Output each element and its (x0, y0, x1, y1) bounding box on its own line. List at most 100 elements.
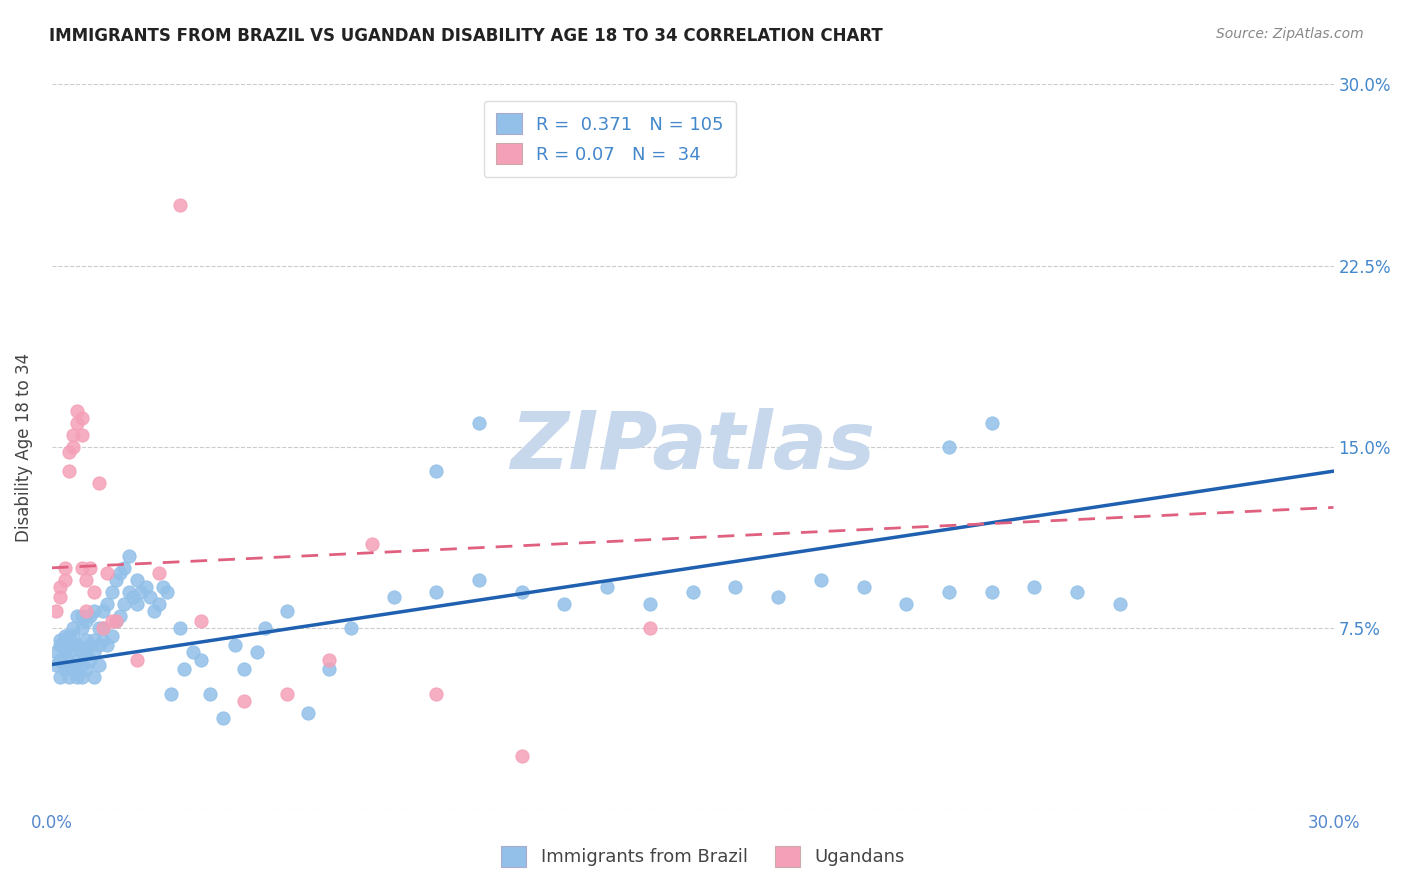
Point (91, 621, 114, 635)
Point (340, 621, 363, 635)
Point (70, 645, 93, 659)
Point (682, 585, 704, 599)
Point (276, 604, 298, 618)
Point (254, 621, 277, 635)
Point (70, 561, 93, 575)
Point (297, 706, 319, 720)
Point (75, 614, 97, 628)
Point (91, 621, 114, 635)
Point (58, 464, 80, 478)
Point (224, 638, 246, 652)
Point (211, 711, 233, 725)
Point (79, 638, 101, 652)
Point (66, 403, 89, 417)
Point (49, 670, 72, 684)
Point (104, 614, 127, 628)
Point (70, 621, 93, 635)
Point (766, 590, 789, 604)
Point (127, 653, 149, 667)
Legend: Immigrants from Brazil, Ugandans: Immigrants from Brazil, Ugandans (494, 838, 912, 874)
Point (724, 580, 747, 594)
Point (233, 662, 256, 676)
Point (100, 585, 122, 599)
Point (49, 590, 72, 604)
Point (91, 633, 114, 648)
Point (425, 686, 447, 700)
Point (66, 609, 89, 624)
Point (87, 621, 110, 635)
Point (79, 561, 101, 575)
Point (468, 573, 491, 587)
Point (62, 662, 84, 676)
Point (852, 580, 875, 594)
Point (70, 657, 93, 672)
Legend: R =  0.371   N = 105, R = 0.07   N =  34: R = 0.371 N = 105, R = 0.07 N = 34 (484, 101, 737, 177)
Point (62, 628, 84, 642)
Point (70, 609, 93, 624)
Point (53, 662, 76, 676)
Y-axis label: Disability Age 18 to 34: Disability Age 18 to 34 (15, 352, 32, 541)
Point (190, 653, 212, 667)
Point (83, 645, 105, 659)
Point (468, 416, 491, 430)
Point (127, 597, 149, 611)
Point (181, 645, 204, 659)
Point (131, 585, 153, 599)
Point (318, 662, 340, 676)
Point (100, 628, 122, 642)
Point (810, 573, 832, 587)
Point (638, 597, 661, 611)
Point (112, 561, 135, 575)
Point (49, 653, 72, 667)
Point (53, 645, 76, 659)
Point (173, 662, 195, 676)
Point (1066, 585, 1088, 599)
Point (276, 686, 298, 700)
Point (83, 604, 105, 618)
Point (139, 590, 162, 604)
Point (143, 604, 166, 618)
Point (62, 428, 84, 442)
Point (62, 621, 84, 635)
Point (425, 464, 447, 478)
Point (58, 628, 80, 642)
Point (83, 633, 105, 648)
Point (70, 670, 93, 684)
Point (75, 633, 97, 648)
Point (66, 638, 89, 652)
Point (70, 428, 93, 442)
Point (127, 573, 149, 587)
Point (87, 638, 110, 652)
Point (75, 662, 97, 676)
Point (318, 653, 340, 667)
Point (382, 590, 405, 604)
Point (70, 411, 93, 425)
Point (45, 645, 67, 659)
Point (62, 638, 84, 652)
Point (246, 645, 269, 659)
Point (66, 670, 89, 684)
Point (104, 573, 127, 587)
Point (49, 638, 72, 652)
Point (79, 653, 101, 667)
Text: ZIPatlas: ZIPatlas (510, 408, 875, 486)
Point (53, 561, 76, 575)
Point (79, 609, 101, 624)
Point (135, 580, 157, 594)
Point (1109, 597, 1132, 611)
Point (53, 633, 76, 648)
Point (425, 585, 447, 599)
Point (53, 573, 76, 587)
Point (938, 440, 960, 454)
Point (58, 670, 80, 684)
Point (87, 476, 110, 491)
Point (53, 628, 76, 642)
Point (83, 670, 105, 684)
Point (108, 566, 131, 580)
Point (75, 573, 97, 587)
Point (58, 645, 80, 659)
Point (104, 614, 127, 628)
Point (62, 657, 84, 672)
Text: IMMIGRANTS FROM BRAZIL VS UGANDAN DISABILITY AGE 18 TO 34 CORRELATION CHART: IMMIGRANTS FROM BRAZIL VS UGANDAN DISABI… (49, 27, 883, 45)
Point (510, 585, 533, 599)
